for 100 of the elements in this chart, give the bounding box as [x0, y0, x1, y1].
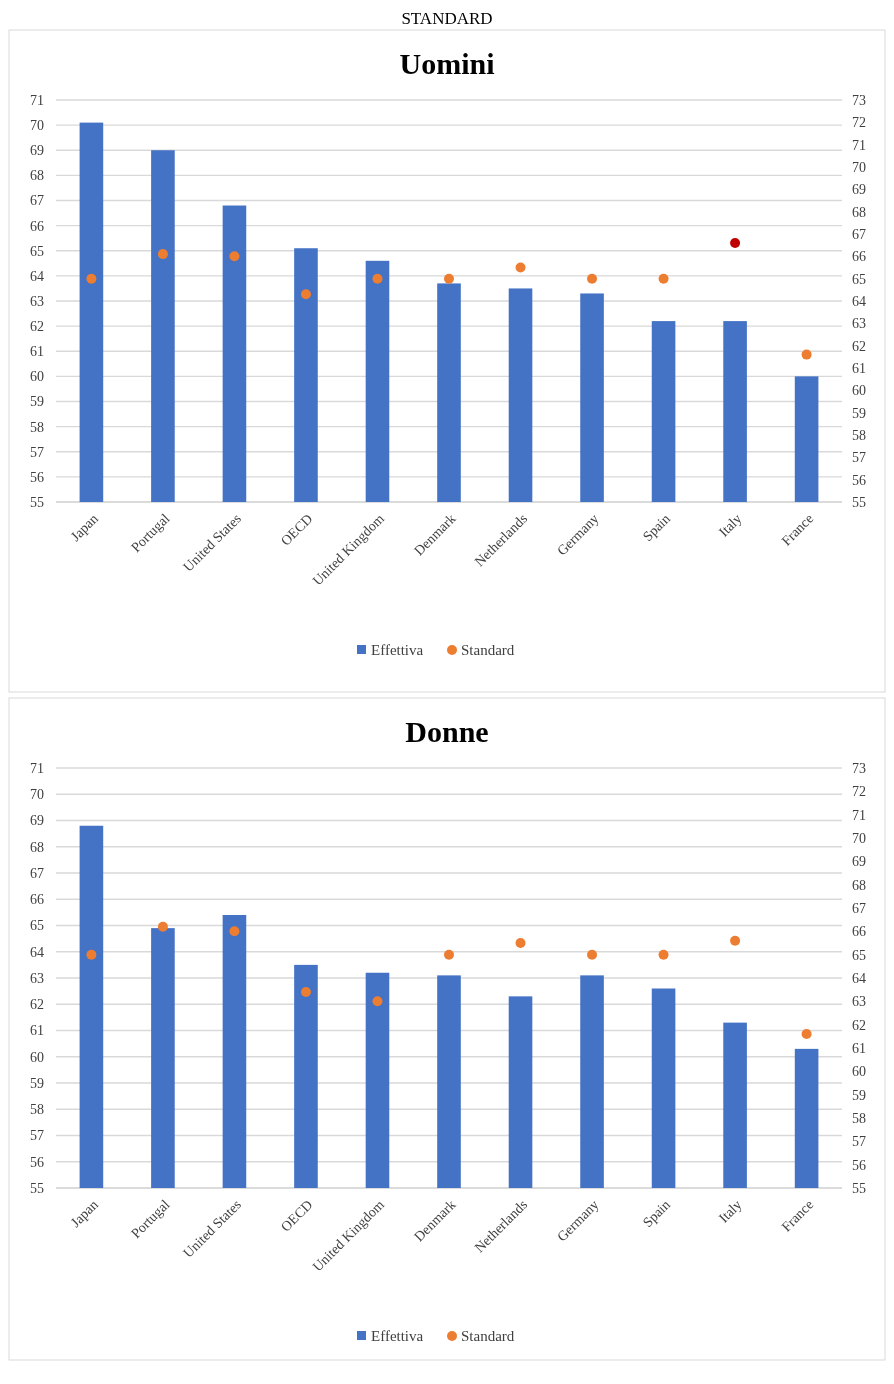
point [444, 273, 454, 284]
y2-tick-label: 62 [852, 338, 866, 354]
y-tick-label: 59 [30, 394, 44, 410]
y2-tick-label: 71 [852, 137, 866, 153]
point [801, 349, 812, 360]
y2-tick-label: 56 [852, 1157, 866, 1173]
point [730, 935, 741, 946]
y2-tick-label: 57 [852, 1134, 866, 1150]
y-tick-label: 57 [30, 444, 44, 460]
y-tick-label: 55 [30, 1180, 44, 1196]
y2-tick-label: 61 [852, 360, 866, 376]
point [372, 996, 383, 1007]
point [587, 949, 598, 960]
y2-tick-label: 73 [852, 760, 866, 776]
y2-tick-label: 59 [852, 1087, 866, 1103]
point [229, 926, 240, 937]
y2-tick-label: 56 [852, 472, 866, 488]
legend-label: Effettiva [371, 642, 424, 659]
x-tick-label: Italy [715, 510, 745, 540]
legend-label: Standard [461, 1328, 515, 1345]
point [86, 949, 97, 960]
y2-tick-label: 63 [852, 316, 866, 332]
y2-tick-label: 64 [852, 970, 866, 986]
chart-title: Donne [405, 715, 489, 748]
y2-tick-label: 62 [852, 1017, 866, 1033]
y2-tick-label: 72 [852, 115, 866, 131]
y-tick-label: 69 [30, 813, 44, 829]
y-tick-label: 67 [30, 193, 44, 209]
point [444, 949, 454, 960]
y2-tick-label: 66 [852, 249, 866, 265]
y-tick-label: 70 [30, 787, 44, 803]
point [300, 289, 311, 300]
y-tick-label: 58 [30, 419, 44, 435]
point [801, 1029, 812, 1039]
chart-title: Uomini [399, 47, 495, 80]
y-tick-label: 68 [30, 168, 44, 184]
y-tick-label: 69 [30, 143, 44, 159]
y-tick-label: 61 [30, 344, 44, 360]
legend-label: Standard [461, 642, 515, 659]
y2-tick-label: 68 [852, 204, 866, 220]
point [157, 249, 168, 260]
y2-tick-label: 70 [852, 830, 866, 846]
x-tick-label: Italy [715, 1196, 745, 1226]
point [658, 273, 669, 284]
y2-tick-label: 60 [852, 383, 866, 399]
y-tick-label: 62 [30, 319, 44, 335]
y2-tick-label: 69 [852, 182, 866, 198]
y2-tick-label: 73 [852, 92, 866, 108]
y2-tick-label: 69 [852, 854, 866, 870]
point [515, 938, 526, 948]
y2-tick-label: 60 [852, 1064, 866, 1080]
y-tick-label: 66 [30, 218, 44, 234]
y2-tick-label: 72 [852, 784, 866, 800]
y2-tick-label: 68 [852, 877, 866, 893]
y2-tick-label: 63 [852, 994, 866, 1010]
text: STANDARD [401, 9, 493, 28]
point [157, 921, 168, 932]
y2-tick-label: 58 [852, 1110, 866, 1126]
point [229, 251, 240, 262]
y2-tick-label: 55 [852, 1180, 866, 1196]
y2-tick-label: 65 [852, 271, 866, 287]
y-tick-label: 66 [30, 892, 44, 908]
y2-tick-label: 66 [852, 924, 866, 940]
y-tick-label: 56 [30, 1154, 44, 1170]
y-tick-label: 64 [30, 944, 44, 960]
y-tick-label: 64 [30, 268, 44, 284]
y2-tick-label: 57 [852, 450, 866, 466]
point [730, 237, 741, 248]
y-tick-label: 67 [30, 865, 44, 881]
y-tick-label: 71 [30, 92, 44, 108]
point [658, 949, 669, 960]
legend-label: Effettiva [371, 1328, 424, 1345]
y-tick-label: 63 [30, 970, 44, 986]
y2-tick-label: 59 [852, 405, 866, 421]
y2-tick-label: 67 [852, 900, 866, 916]
y-tick-label: 63 [30, 293, 44, 309]
y2-tick-label: 67 [852, 226, 866, 242]
y-tick-label: 60 [30, 1049, 44, 1065]
point [515, 262, 526, 273]
y2-tick-label: 55 [852, 494, 866, 510]
y2-tick-label: 61 [852, 1040, 866, 1056]
y-tick-label: 70 [30, 118, 44, 134]
y-tick-label: 57 [30, 1128, 44, 1144]
y-tick-label: 61 [30, 1023, 44, 1039]
y2-tick-label: 70 [852, 159, 866, 175]
y-tick-label: 59 [30, 1075, 44, 1091]
y-tick-label: 65 [30, 243, 44, 259]
y-tick-label: 68 [30, 839, 44, 855]
point [300, 987, 311, 997]
y2-tick-label: 64 [852, 293, 866, 309]
y-tick-label: 65 [30, 918, 44, 934]
y-tick-label: 58 [30, 1102, 44, 1118]
point [86, 273, 97, 284]
y-tick-label: 56 [30, 469, 44, 485]
point [587, 273, 598, 284]
y-tick-label: 55 [30, 494, 44, 510]
point [372, 273, 383, 284]
y2-tick-label: 58 [852, 427, 866, 443]
y2-tick-label: 71 [852, 807, 866, 823]
y-tick-label: 60 [30, 369, 44, 385]
